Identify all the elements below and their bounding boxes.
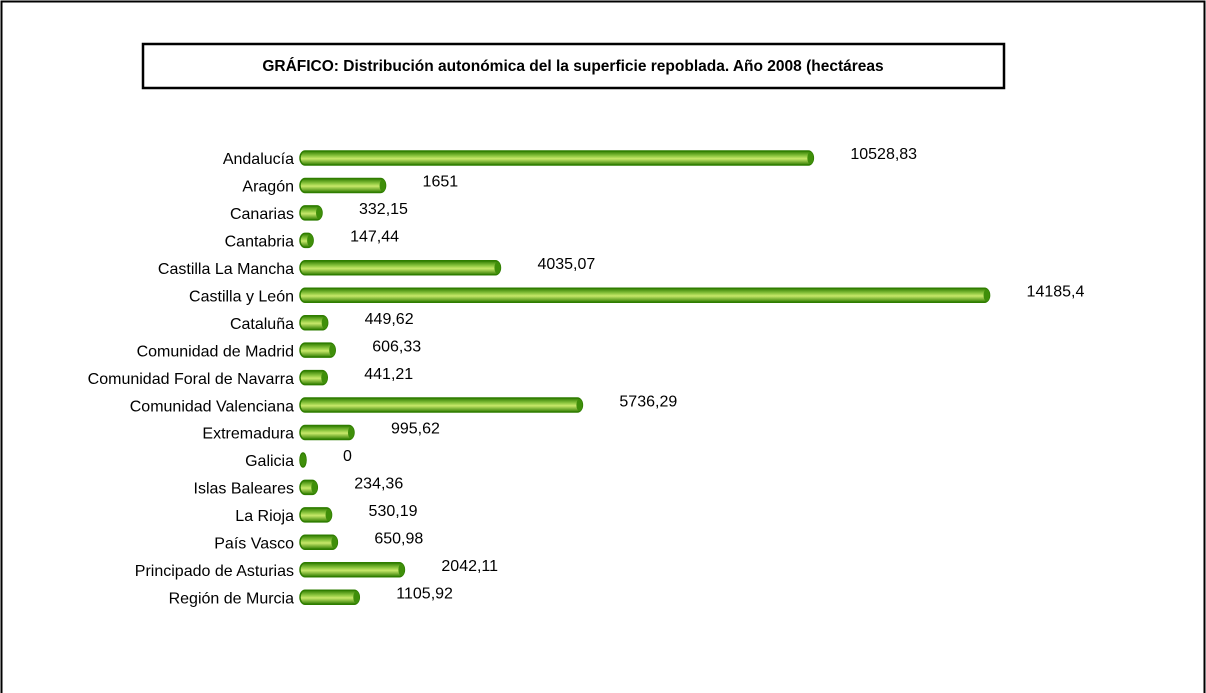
y-tick-label: Comunidad Valenciana bbox=[130, 398, 294, 415]
y-tick-label: Castilla La Mancha bbox=[158, 261, 294, 278]
value-label: 147,44 bbox=[350, 229, 399, 246]
value-label: 4035,07 bbox=[537, 256, 595, 273]
bar-cap bbox=[321, 371, 328, 384]
y-tick-label: Comunidad Foral de Navarra bbox=[88, 371, 294, 388]
y-tick-label: Aragón bbox=[242, 179, 294, 196]
bar-cap bbox=[325, 508, 332, 521]
bar-cap bbox=[398, 563, 405, 576]
y-tick-label: Principado de Asturias bbox=[135, 563, 294, 580]
y-tick-label: Cataluña bbox=[230, 316, 294, 333]
bar-cap bbox=[321, 316, 328, 329]
bar bbox=[299, 260, 502, 276]
value-label: 0 bbox=[343, 448, 352, 465]
value-label: 234,36 bbox=[354, 476, 403, 493]
bar-cap bbox=[494, 261, 501, 274]
y-tick-label: País Vasco bbox=[214, 536, 294, 553]
bar bbox=[299, 562, 406, 578]
value-label: 1651 bbox=[423, 174, 459, 191]
value-label: 2042,11 bbox=[441, 558, 498, 575]
value-label: 995,62 bbox=[391, 421, 440, 438]
y-tick-label: La Rioja bbox=[235, 508, 294, 525]
value-label: 530,19 bbox=[369, 503, 418, 520]
bar-cap bbox=[329, 344, 336, 357]
value-label: 332,15 bbox=[359, 201, 408, 218]
title-box bbox=[141, 42, 1006, 90]
bar-cap bbox=[331, 536, 338, 549]
chart-title: GRÁFICO: Distribución autonómica del la … bbox=[262, 58, 883, 75]
value-label: 606,33 bbox=[372, 338, 421, 355]
value-label: 14185,4 bbox=[1027, 283, 1085, 300]
bar-cap bbox=[300, 453, 306, 466]
y-tick-label: Galicia bbox=[245, 453, 294, 470]
bar-cap bbox=[576, 399, 583, 412]
bar bbox=[299, 397, 584, 413]
y-tick-label: Región de Murcia bbox=[169, 590, 295, 607]
value-label: 441,21 bbox=[364, 366, 413, 383]
bar bbox=[299, 424, 355, 441]
bar bbox=[299, 177, 387, 194]
y-tick-label: Cantabria bbox=[225, 234, 294, 251]
bar-cap bbox=[807, 152, 814, 164]
value-label: 5736,29 bbox=[619, 393, 677, 410]
bar-cap bbox=[307, 234, 314, 247]
bar-cap bbox=[347, 426, 354, 439]
y-tick-label: Canarias bbox=[230, 206, 294, 223]
bar-cap bbox=[353, 591, 360, 604]
bar-cap bbox=[311, 481, 318, 494]
y-tick-label: Comunidad de Madrid bbox=[137, 343, 294, 360]
y-tick-label: Andalucía bbox=[223, 151, 294, 168]
bar bbox=[299, 589, 361, 605]
value-label: 449,62 bbox=[365, 311, 414, 328]
bar bbox=[299, 287, 991, 303]
value-label: 10528,83 bbox=[850, 146, 917, 163]
y-tick-label: Extremadura bbox=[202, 426, 294, 443]
y-tick-label: Islas Baleares bbox=[194, 481, 295, 498]
value-label: 650,98 bbox=[374, 531, 423, 548]
value-label: 1105,92 bbox=[396, 585, 453, 602]
bar-cap bbox=[316, 206, 323, 219]
bar bbox=[299, 150, 815, 166]
bar-cap bbox=[379, 179, 386, 192]
bar-cap bbox=[983, 289, 990, 302]
y-tick-label: Castilla y León bbox=[189, 288, 294, 305]
